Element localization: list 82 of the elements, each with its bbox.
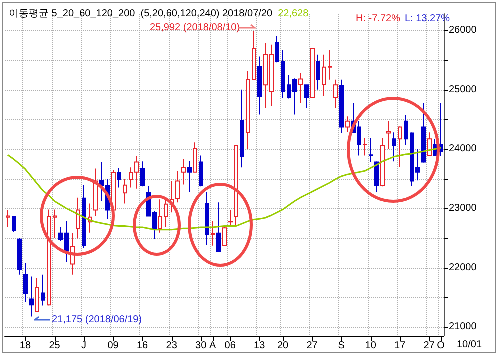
candlestick <box>205 192 209 246</box>
candlestick <box>363 138 367 156</box>
candlestick <box>123 178 127 204</box>
candlestick <box>386 120 391 150</box>
candlestick <box>140 161 145 188</box>
candlestick <box>222 226 227 247</box>
candlestick <box>281 50 285 99</box>
candlestick <box>193 142 197 174</box>
candlestick <box>158 199 162 234</box>
chart-title: 이동평균 5_20_60_120_200 (5,20,60,120,240) 2018/07/20 <box>9 8 278 20</box>
x-tick-label: J <box>82 340 87 352</box>
candlestick <box>404 114 408 146</box>
y-tick-label: 23000 <box>449 203 478 214</box>
candlestick <box>392 132 396 162</box>
candlestick <box>41 274 45 306</box>
x-tick-label: 18 <box>20 340 32 352</box>
candlestick <box>275 36 279 64</box>
candlestick <box>35 278 39 313</box>
candlestick <box>439 102 443 157</box>
candlestick <box>228 210 233 227</box>
candlestick <box>374 161 379 193</box>
annotation: 21,175 (2018/06/19) <box>52 314 142 326</box>
candlestick <box>345 116 350 133</box>
candlestick <box>398 126 402 168</box>
candlestick <box>380 138 385 188</box>
candlestick <box>199 155 203 188</box>
y-tick-label: 21000 <box>449 322 478 333</box>
candlestick <box>252 30 256 81</box>
x-tick-label: 17 <box>394 340 406 352</box>
y-tick-label: 22000 <box>449 262 478 274</box>
candlestick <box>304 84 309 109</box>
x-tick-label: 27 <box>424 340 436 352</box>
candlestick <box>6 210 10 228</box>
candlestick <box>328 50 332 80</box>
x-tick-label: 27 <box>306 340 318 352</box>
candlestick <box>216 202 221 253</box>
x-tick-label: 09 <box>108 340 120 352</box>
candlestick <box>339 79 344 134</box>
candlestick <box>316 54 320 90</box>
candlestick <box>23 262 28 303</box>
candlestick <box>211 220 215 246</box>
chart-subtitle: 22,628 <box>278 8 310 20</box>
annotation: 25,992 (2018/08/10) <box>150 22 240 34</box>
text: 10/01 <box>457 340 482 350</box>
candlestick <box>29 276 34 318</box>
candlestick <box>333 79 338 109</box>
x-tick-label: 16 <box>136 340 149 352</box>
candlestick <box>369 138 373 163</box>
x-tick-label: 30 <box>196 340 208 352</box>
candlestick <box>246 71 250 150</box>
x-tick-label: O <box>437 340 446 352</box>
candlestick <box>93 168 98 217</box>
x-tick-label: 13 <box>254 340 266 352</box>
candlestick <box>12 216 16 233</box>
candlestick <box>53 209 57 239</box>
candlestick <box>187 160 192 193</box>
line-series <box>7 147 442 231</box>
x-tick-label: 25 <box>49 340 61 352</box>
x-tick-label: 23 <box>166 340 178 352</box>
candlestick <box>47 209 51 306</box>
x-tick-label: 20 <box>277 340 290 352</box>
candlestick <box>310 48 315 99</box>
candlestick <box>76 197 80 240</box>
y-tick-label: 24000 <box>449 144 478 155</box>
candlestick <box>117 168 121 188</box>
x-tick-label: 06 <box>224 340 236 352</box>
x-tick-label: A <box>209 340 216 352</box>
candlestick <box>322 54 326 97</box>
y-tick-label: 25000 <box>449 84 478 96</box>
candlestick <box>234 144 238 226</box>
candlestick <box>257 56 262 116</box>
candlestick <box>82 184 86 249</box>
annotation: H: -7.72% <box>356 14 401 24</box>
candlestick <box>240 89 244 168</box>
candlestick <box>298 72 303 104</box>
candlestick <box>427 132 432 157</box>
candlestick <box>421 102 426 164</box>
candlestick <box>17 238 22 276</box>
candlestick <box>181 158 186 186</box>
x-tick-label: S <box>338 340 346 352</box>
y-tick-label: 26000 <box>449 25 478 36</box>
x-tick-label: 10 <box>365 340 377 352</box>
